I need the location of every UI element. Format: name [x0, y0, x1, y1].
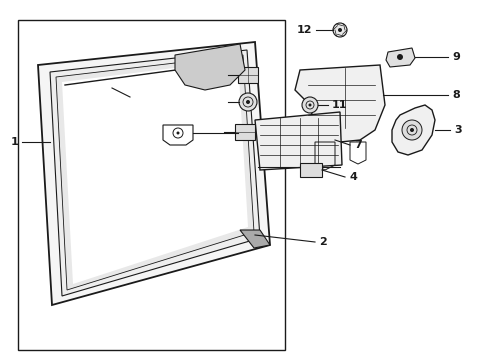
Circle shape [401, 120, 421, 140]
Text: 4: 4 [348, 172, 356, 182]
Polygon shape [62, 60, 247, 284]
Circle shape [245, 100, 249, 104]
Text: 7: 7 [353, 140, 361, 150]
Text: 9: 9 [451, 52, 459, 62]
Polygon shape [294, 65, 384, 142]
Text: 3: 3 [453, 125, 461, 135]
Text: 5: 5 [216, 97, 224, 107]
Circle shape [337, 28, 341, 32]
Polygon shape [240, 230, 269, 248]
Text: 1: 1 [10, 137, 18, 147]
Bar [18, 20, 285, 350]
Text: 6: 6 [212, 127, 220, 137]
Polygon shape [391, 105, 434, 155]
FancyBboxPatch shape [299, 163, 321, 177]
Polygon shape [50, 50, 260, 296]
FancyBboxPatch shape [235, 124, 254, 140]
Polygon shape [175, 44, 244, 90]
Text: 8: 8 [451, 90, 459, 100]
Circle shape [308, 104, 311, 107]
Circle shape [409, 128, 413, 132]
Circle shape [396, 54, 402, 60]
Polygon shape [38, 42, 269, 305]
Text: 10: 10 [208, 70, 224, 80]
FancyBboxPatch shape [238, 67, 258, 83]
Text: 12: 12 [296, 25, 311, 35]
Text: 2: 2 [100, 79, 108, 89]
Polygon shape [56, 55, 253, 290]
Text: 2: 2 [318, 237, 326, 247]
Circle shape [332, 23, 346, 37]
Text: 11: 11 [331, 100, 347, 110]
Polygon shape [385, 48, 414, 67]
Circle shape [176, 131, 179, 135]
Circle shape [239, 93, 257, 111]
Polygon shape [254, 112, 341, 170]
Circle shape [302, 97, 317, 113]
